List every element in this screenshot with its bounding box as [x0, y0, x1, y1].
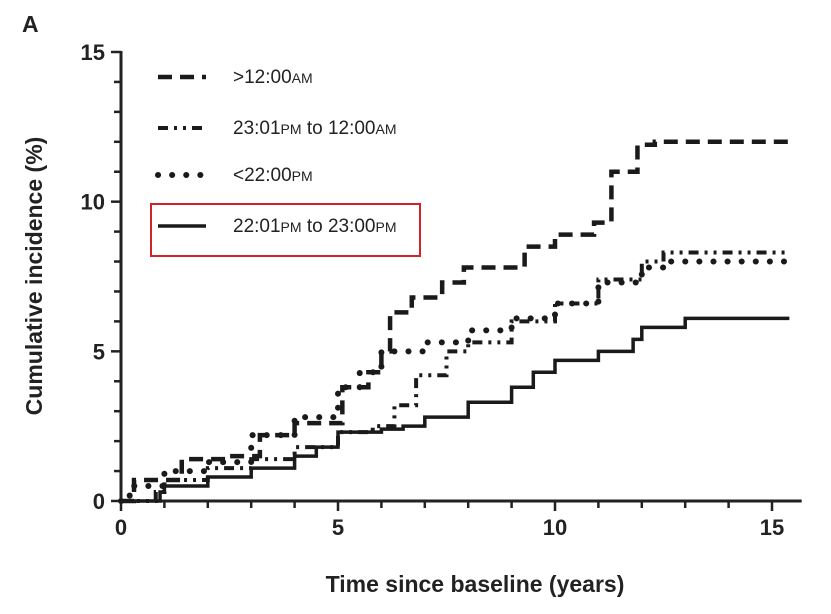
x-axis-label: Time since baseline (years) [326, 571, 625, 597]
legend-label: >12:00AM [233, 67, 313, 88]
series-group [118, 139, 793, 504]
legend-label-part: to 23:00 [302, 216, 376, 237]
legend-label-part: AM [292, 70, 313, 86]
series-line-dashdot [121, 250, 790, 503]
legend-label-part: to 12:00 [302, 118, 376, 139]
legend-label: 22:01PM to 23:00PM [233, 216, 397, 237]
series-line-dotted [118, 258, 793, 504]
panel-label: A [22, 11, 39, 37]
legend-label-part: PM [292, 168, 313, 184]
legend-label-part: PM [376, 219, 397, 235]
series-line-dashed [121, 139, 790, 504]
axes: 0 5 10 15 0 5 10 15 [81, 40, 802, 540]
legend-label-part: 22:01 [233, 216, 281, 237]
y-tick-label: 5 [93, 339, 105, 364]
legend-label-part: PM [281, 121, 302, 137]
legend-label: 23:01PM to 12:00AM [233, 118, 397, 139]
legend-label-part: 23:01 [233, 118, 281, 139]
x-tick-label: 0 [115, 515, 127, 540]
y-tick-label: 10 [81, 190, 105, 215]
legend-label-part: AM [376, 121, 397, 137]
x-tick-label: 5 [332, 515, 344, 540]
x-tick-label: 15 [760, 515, 784, 540]
x-tick-label: 10 [543, 515, 567, 540]
y-axis-label: Cumulative incidence (%) [21, 137, 47, 416]
series-line-solid [121, 316, 790, 503]
legend-label-part: PM [281, 219, 302, 235]
legend-label: <22:00PM [233, 165, 313, 186]
legend-highlight-box [150, 203, 421, 257]
legend-label-part: <22:00 [233, 165, 292, 186]
legend-label-part: >12:00 [233, 67, 292, 88]
y-tick-label: 15 [81, 40, 105, 65]
y-tick-label: 0 [93, 489, 105, 514]
